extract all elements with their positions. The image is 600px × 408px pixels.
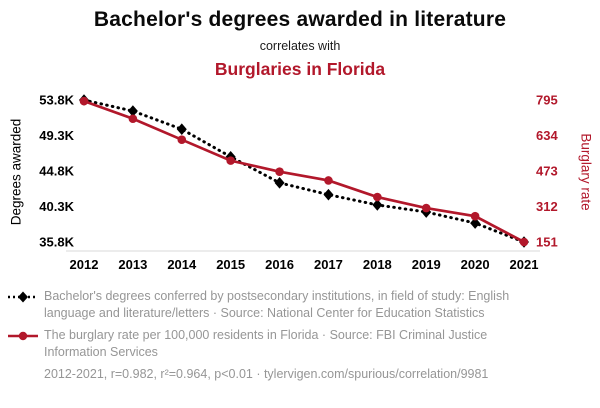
- x-axis-tick: 2012: [70, 257, 99, 272]
- right-axis-tick: 312: [536, 199, 558, 214]
- series-marker: [275, 167, 284, 176]
- x-axis-tick: 2020: [461, 257, 490, 272]
- correlates-with-label: correlates with: [259, 39, 341, 53]
- left-axis-tick: 40.3K: [39, 199, 74, 214]
- series-marker: [274, 177, 285, 189]
- series-marker: [470, 211, 480, 221]
- correlate-title: Burglaries in Florida: [214, 59, 386, 79]
- series-marker: [226, 156, 235, 165]
- series-marker: [324, 176, 333, 185]
- series-line: [83, 99, 525, 244]
- left-axis-title: Degrees awarded: [8, 118, 24, 226]
- legend-text-degrees: Bachelor's degrees conferred by postseco…: [44, 289, 510, 320]
- series-marker: [128, 114, 138, 124]
- series-marker: [421, 203, 431, 213]
- page-title: Bachelor's degrees awarded in literature: [93, 8, 507, 31]
- series-marker: [373, 192, 382, 202]
- legend-item-burglary: The burglary rate per 100,000 residents …: [8, 327, 590, 360]
- legend-text-burglary: The burglary rate per 100,000 residents …: [44, 328, 488, 359]
- chart-svg: 53.8K 49.3K 44.8K 40.3K 35.8K 795 634 473 312 151…: [39, 93, 558, 273]
- left-axis-tick: 53.8K: [39, 93, 74, 108]
- right-axis-tick: 795: [536, 93, 558, 108]
- series-marker: [127, 105, 138, 117]
- series-marker: [323, 188, 334, 201]
- right-axis-tick: 151: [536, 235, 558, 250]
- diamond-dashed-line-icon: [8, 291, 38, 303]
- footer-stats: 2012-2021, r=0.982, r²=0.964, p<0.01 · t…: [44, 366, 489, 381]
- x-axis-tick: 2013: [118, 257, 147, 272]
- x-axis-tick: 2017: [314, 257, 343, 272]
- left-axis-tick: 35.8K: [39, 235, 74, 250]
- legend-item-degrees: Bachelor's degrees conferred by postseco…: [8, 288, 590, 321]
- plot-area: Degrees awarded Burglary rate 53.8K 49.3K…: [0, 84, 600, 284]
- series-marker: [79, 96, 89, 106]
- right-axis-tick: 634: [536, 128, 558, 143]
- left-axis-tick: 44.8K: [39, 164, 74, 179]
- x-axis-tick: 2018: [363, 257, 392, 272]
- series-marker: [176, 123, 187, 135]
- series-marker: [519, 237, 529, 247]
- series-line: [82, 98, 526, 244]
- x-axis-tick: 2019: [412, 257, 441, 272]
- x-axis-tick: 2015: [216, 257, 245, 272]
- circle-line-icon: [8, 332, 38, 341]
- x-axis-tick: 2016: [265, 257, 294, 272]
- series-marker: [177, 135, 187, 144]
- legend: Bachelor's degrees conferred by postseco…: [0, 288, 600, 361]
- right-axis-title: Burglary rate: [578, 133, 594, 211]
- x-axis-tick: 2021: [510, 257, 539, 272]
- x-axis-tick: 2014: [167, 257, 197, 272]
- right-axis-tick: 473: [536, 164, 558, 179]
- left-axis-tick: 49.3K: [39, 128, 74, 143]
- series-marker: [470, 217, 481, 229]
